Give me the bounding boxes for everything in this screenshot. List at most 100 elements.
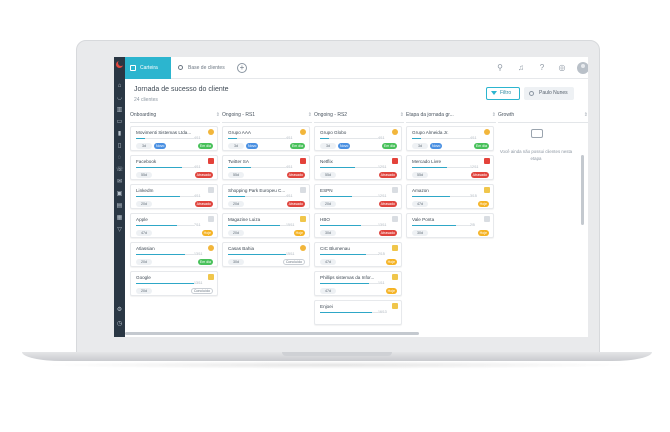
column-title: Ongoing - RS2 xyxy=(314,112,348,118)
headset-icon[interactable]: ◡ xyxy=(116,95,123,101)
client-card[interactable]: Enjoei 16/13 xyxy=(314,300,402,325)
box-icon[interactable]: ▣ xyxy=(116,191,123,197)
progress-fill xyxy=(228,254,286,255)
column-header[interactable]: Ongoing - RS2 ⇕ xyxy=(314,109,404,121)
status-badge: Atrasado xyxy=(286,201,305,207)
client-card[interactable]: Facebook 4/11 55d Atrasado xyxy=(130,155,218,180)
client-card[interactable]: Movimenti Sistemas Ltda... 4/11 3d Novo Em d… xyxy=(130,126,218,151)
progress-bar xyxy=(412,167,470,168)
days-badge: 20d xyxy=(228,201,244,207)
mood-face-icon xyxy=(300,129,306,135)
client-card[interactable]: Twitter SA 4/11 55d Atrasado xyxy=(222,155,310,180)
user-filter-button[interactable]: Paulo Nunes xyxy=(524,87,574,100)
help-icon[interactable]: ? xyxy=(539,63,545,72)
vertical-scrollbar[interactable] xyxy=(581,155,584,225)
client-card[interactable]: Grupo Almeida Jr. 4/11 3d Novo Em dia xyxy=(406,126,494,151)
days-badge: 47d xyxy=(412,201,428,207)
progress-bar xyxy=(320,167,378,168)
due-date: 3/15 xyxy=(470,194,477,198)
client-card[interactable]: Shopping Park Europeu C... 4/11 20d Atrasad… xyxy=(222,184,310,209)
due-date: 4/11 xyxy=(286,136,293,140)
client-card[interactable]: CIC Blumenau 2/15 47d Hoje xyxy=(314,242,402,267)
column-header[interactable]: Onboarding ⇕ xyxy=(130,109,220,121)
column-title: Growth xyxy=(498,112,515,118)
add-tab-button[interactable]: + xyxy=(237,63,247,73)
progress-bar xyxy=(412,138,470,139)
app-logo[interactable] xyxy=(116,60,124,68)
progress-fill xyxy=(136,196,180,197)
days-badge: 47d xyxy=(136,230,152,236)
progress-fill xyxy=(228,138,237,139)
avatar[interactable] xyxy=(577,62,588,74)
client-card[interactable]: Vale Ponta 2/5 30d Hoje xyxy=(406,213,494,238)
sort-icon[interactable]: ⇕ xyxy=(399,112,404,118)
sort-icon[interactable]: ⇕ xyxy=(583,112,588,118)
horizontal-scrollbar[interactable] xyxy=(125,332,419,335)
client-name: Facebook xyxy=(136,159,157,164)
client-card[interactable]: Netflix 12/11 55d Atrasado xyxy=(314,155,402,180)
progress-bar xyxy=(228,225,286,226)
progress-fill xyxy=(320,167,355,168)
mood-face-icon xyxy=(300,245,306,251)
client-card[interactable]: Amazon 3/15 47d Hoje xyxy=(406,184,494,209)
client-card[interactable]: Google 13/11 20d Concluído xyxy=(130,271,218,296)
days-badge: 20d xyxy=(320,201,336,207)
chart-icon[interactable]: ▮ xyxy=(117,131,122,137)
progress-fill xyxy=(412,167,447,168)
settings-icon[interactable]: ⚙ xyxy=(116,307,123,313)
progress-bar xyxy=(136,254,194,255)
due-date: 15/11 xyxy=(286,252,295,256)
client-card[interactable]: LinkedIn 4/11 20d Atrasado xyxy=(130,184,218,209)
client-card[interactable]: Phillips sistemas da Infor... 1/11 47d Hoje xyxy=(314,271,402,296)
client-card[interactable]: Atlassian 13/11 20d Em dia xyxy=(130,242,218,267)
document-icon[interactable]: ▯ xyxy=(117,143,122,149)
chat-icon[interactable]: ◌ xyxy=(117,155,122,161)
home-icon[interactable]: ⌂ xyxy=(117,83,122,89)
filter-button[interactable]: Filtro xyxy=(486,87,520,100)
column-header[interactable]: Growth ⇕ xyxy=(498,109,588,121)
funnel-icon[interactable]: ▽ xyxy=(117,227,122,233)
status-badge: Atrasado xyxy=(286,172,305,178)
laptop-shadow xyxy=(40,361,634,369)
column-header[interactable]: Ongoing - RS1 ⇕ xyxy=(222,109,312,121)
progress-bar xyxy=(136,138,194,139)
client-name: Casas Bahia xyxy=(228,246,255,251)
client-name: Vale Ponta xyxy=(412,217,435,222)
client-card[interactable]: Grupo AAA 4/11 3d Novo Em dia xyxy=(222,126,310,151)
empty-column-message: Você ainda não possui clientes nesta eta… xyxy=(499,149,573,161)
client-card[interactable]: HBO 13/11 30d Atrasado xyxy=(314,213,402,238)
client-name: Phillips sistemas da Infor... xyxy=(320,275,375,280)
client-card[interactable]: Magazine Luiza 15/11 20d Hoje xyxy=(222,213,310,238)
calendar-icon[interactable]: ▦ xyxy=(116,215,123,221)
sort-icon[interactable]: ⇕ xyxy=(307,112,312,118)
sort-icon[interactable]: ⇕ xyxy=(215,112,220,118)
tab-carteira[interactable]: Carteira xyxy=(125,57,171,79)
monitor-icon[interactable]: ▭ xyxy=(116,119,123,125)
client-card[interactable]: ESPN 12/11 20d Atrasado xyxy=(314,184,402,209)
mood-face-icon xyxy=(484,129,490,135)
column-header[interactable]: Etapa da jornada gr... ⇕ xyxy=(406,109,496,121)
progress-fill xyxy=(136,254,186,255)
status-badge: Concluído xyxy=(282,259,305,265)
search-icon[interactable]: ⚲ xyxy=(497,63,503,72)
progress-bar xyxy=(136,196,194,197)
progress-bar xyxy=(412,196,470,197)
client-card[interactable]: Mercado Livre 12/11 55d Atrasado xyxy=(406,155,494,180)
building-icon[interactable]: ▥ xyxy=(116,107,123,113)
progress-fill xyxy=(412,196,450,197)
phone-icon[interactable]: ☏ xyxy=(116,167,124,173)
bell-icon[interactable]: ♫ xyxy=(518,63,524,72)
mail-icon[interactable]: ✉ xyxy=(116,179,123,185)
board-column: Ongoing - RS1 ⇕ Grupo AAA 4/11 3d Novo Em dia T… xyxy=(222,109,312,337)
column-title: Ongoing - RS1 xyxy=(222,112,256,118)
client-name: Twitter SA xyxy=(228,159,249,164)
messages-icon[interactable]: ◎ xyxy=(558,63,566,72)
sort-icon[interactable]: ⇕ xyxy=(491,112,496,118)
mood-sad-icon xyxy=(208,187,214,193)
client-card[interactable]: Apple 7/11 47d Hoje xyxy=(130,213,218,238)
tab-base-de-clientes[interactable]: Base de clientes xyxy=(173,57,235,79)
client-card[interactable]: Grupo Globo 4/11 3d Novo Em dia xyxy=(314,126,402,151)
inbox-icon[interactable]: ▤ xyxy=(116,203,123,209)
clock-icon[interactable]: ◷ xyxy=(116,321,123,327)
client-card[interactable]: Casas Bahia 15/11 30d Concluído xyxy=(222,242,310,267)
